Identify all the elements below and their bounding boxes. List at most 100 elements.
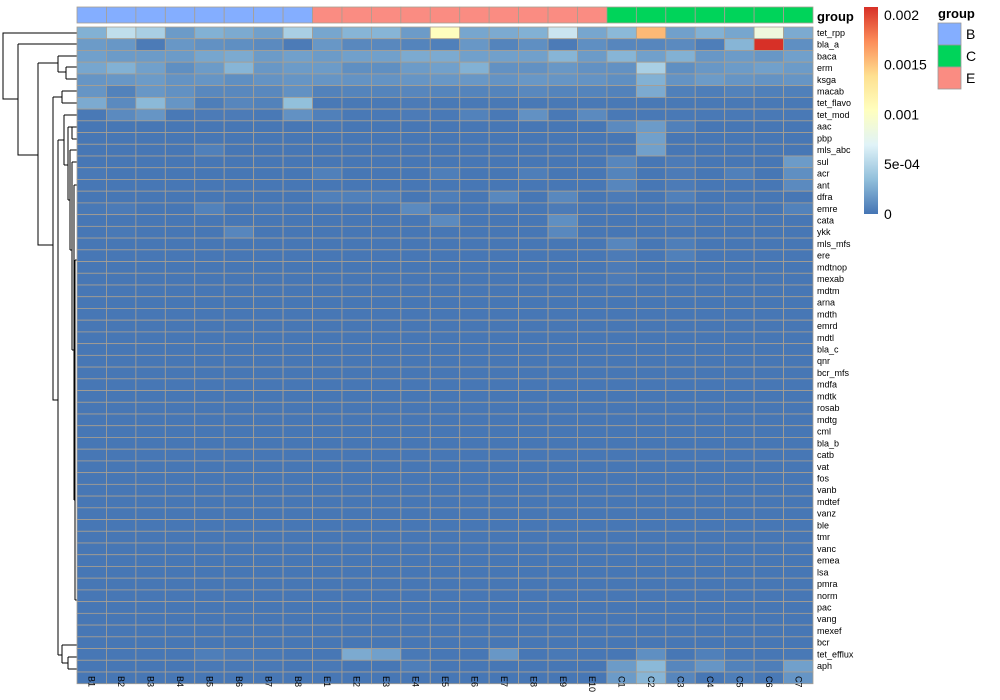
heatmap-cell-norm-C3: [665, 589, 696, 603]
heatmap-cell-aac-E9: [547, 120, 578, 133]
heatmap-cell-fos-E8: [518, 472, 549, 485]
heatmap-cell-vanz-E8: [518, 507, 549, 520]
heatmap-cell-mexef-E9: [547, 624, 578, 638]
heatmap-cell-tet_flavo-B7: [253, 96, 284, 110]
heatmap-cell-mexef-E2: [341, 624, 372, 638]
heatmap-cell-vat-E6: [459, 460, 490, 474]
heatmap-cell-aac-E4: [400, 120, 431, 133]
heatmap-cell-vanc-C7: [783, 542, 814, 556]
heatmap-cell-lsa-E3: [370, 566, 402, 579]
row-label: emea: [817, 556, 840, 566]
heatmap-cell-tet_flavo-E2: [341, 96, 372, 110]
annotation-cell-E2: [341, 6, 372, 24]
heatmap-cell-norm-E4: [400, 589, 431, 603]
heatmap-cell-mdtm-B5: [194, 284, 225, 298]
heatmap-cell-mexef-C4: [694, 624, 726, 638]
heatmap-cell-acr-E6: [459, 167, 490, 180]
heatmap-cell-pbp-E9: [547, 132, 578, 145]
heatmap-cell-dfra-B1: [76, 190, 107, 204]
heatmap-cell-ere-C7: [783, 249, 814, 262]
heatmap-cell-mdfa-E7: [488, 378, 520, 391]
heatmap-cell-vang-C7: [783, 612, 814, 626]
heatmap-cell-pmra-E5: [429, 577, 461, 591]
heatmap-cell-sul-E3: [370, 155, 402, 169]
row-label: fos: [817, 474, 830, 484]
heatmap-cell-norm-B6: [223, 589, 255, 603]
heatmap-cell-erm-E6: [459, 61, 490, 75]
heatmap-cell-fos-B7: [253, 472, 284, 485]
heatmap-cell-bla_a-E5: [429, 38, 461, 51]
heatmap-cell-bla_b-E10: [577, 437, 608, 450]
heatmap-cell-bla_a-C5: [724, 38, 755, 51]
heatmap-cell-mdtef-E9: [547, 495, 578, 509]
heatmap-cell-qnr-E3: [370, 354, 402, 368]
heatmap-cell-tet_mod-B6: [223, 108, 255, 122]
heatmap-cell-cata-B7: [253, 214, 284, 227]
heatmap-cell-ykk-E4: [400, 225, 431, 239]
heatmap-cell-cml-B5: [194, 425, 225, 438]
heatmap-cell-bla_b-C1: [606, 437, 637, 450]
heatmap-cell-ere-E1: [312, 249, 343, 262]
heatmap-cell-ant-B5: [194, 179, 225, 192]
heatmap-cell-ykk-C6: [753, 225, 784, 239]
heatmap-cell-ere-E8: [518, 249, 549, 262]
heatmap-cell-tet_efflux-C3: [665, 648, 696, 661]
heatmap-cell-mdtk-E3: [370, 390, 402, 403]
heatmap-cell-catb-B3: [135, 448, 166, 462]
heatmap-cell-mdth-B1: [76, 308, 107, 321]
heatmap-cell-fos-E4: [400, 472, 431, 485]
heatmap-cell-vanb-E4: [400, 483, 431, 497]
heatmap-cell-ant-E10: [577, 179, 608, 192]
heatmap-cell-mdtk-E4: [400, 390, 431, 403]
heatmap-cell-tet_efflux-B6: [223, 648, 255, 661]
heatmap-cell-mexab-B4: [164, 272, 196, 286]
heatmap-cell-tet_mod-B7: [253, 108, 284, 122]
heatmap-cell-ant-B7: [253, 179, 284, 192]
heatmap-cell-pmra-B2: [106, 577, 137, 591]
heatmap-cell-mls_mfs-E2: [341, 237, 372, 251]
heatmap-cell-mdfa-E6: [459, 378, 490, 391]
heatmap-cell-tet_mod-B5: [194, 108, 225, 122]
heatmap-cell-tet_efflux-B3: [135, 648, 166, 661]
heatmap-cell-mdtk-B3: [135, 390, 166, 403]
heatmap-cell-bla_c-B4: [164, 343, 196, 356]
heatmap-cell-pbp-E10: [577, 132, 608, 145]
heatmap-cell-erm-E3: [370, 61, 402, 75]
heatmap-cell-mdtm-E1: [312, 284, 343, 298]
heatmap-cell-pmra-C1: [606, 577, 637, 591]
heatmap-cell-emre-E8: [518, 202, 549, 216]
heatmap-cell-mdth-C7: [783, 308, 814, 321]
row-label: bla_a: [817, 40, 839, 50]
heatmap-cell-ykk-B2: [106, 225, 137, 239]
heatmap-cell-pbp-C7: [783, 132, 814, 145]
heatmap-cell-rosab-E10: [577, 401, 608, 415]
heatmap-cell-vanz-B8: [282, 507, 313, 520]
heatmap-cell-ant-E6: [459, 179, 490, 192]
heatmap-cell-vanb-C7: [783, 483, 814, 497]
heatmap-cell-ant-B3: [135, 179, 166, 192]
heatmap-cell-qnr-C3: [665, 354, 696, 368]
heatmap-cell-mls_abc-B4: [164, 143, 196, 157]
column-label: E4: [411, 676, 421, 687]
heatmap-cell-tmr-B4: [164, 530, 196, 544]
heatmap-cell-tet_efflux-E4: [400, 648, 431, 661]
heatmap-cell-qnr-C7: [783, 354, 814, 368]
heatmap-cell-mdfa-E8: [518, 378, 549, 391]
colorbar-tick-label: 0: [884, 206, 892, 222]
heatmap-cell-erm-E4: [400, 61, 431, 75]
heatmap-cell-vanc-B1: [76, 542, 107, 556]
heatmap-cell-dfra-B8: [282, 190, 313, 204]
heatmap-cell-rosab-B6: [223, 401, 255, 415]
heatmap-cell-emea-E10: [577, 554, 608, 567]
heatmap-cell-bla_a-B8: [282, 38, 313, 51]
group-legend: group BCE: [937, 6, 976, 90]
heatmap-cell-vang-C1: [606, 612, 637, 626]
heatmap-cell-dfra-B5: [194, 190, 225, 204]
heatmap-cell-tmr-E5: [429, 530, 461, 544]
heatmap-cell-mexef-C7: [783, 624, 814, 638]
heatmap-cell-tet_flavo-B3: [135, 96, 166, 110]
heatmap-cell-tmr-C1: [606, 530, 637, 544]
annotation-cell-B7: [253, 6, 284, 24]
heatmap-cell-bla_c-B5: [194, 343, 225, 356]
annotation-cell-C7: [783, 6, 814, 24]
